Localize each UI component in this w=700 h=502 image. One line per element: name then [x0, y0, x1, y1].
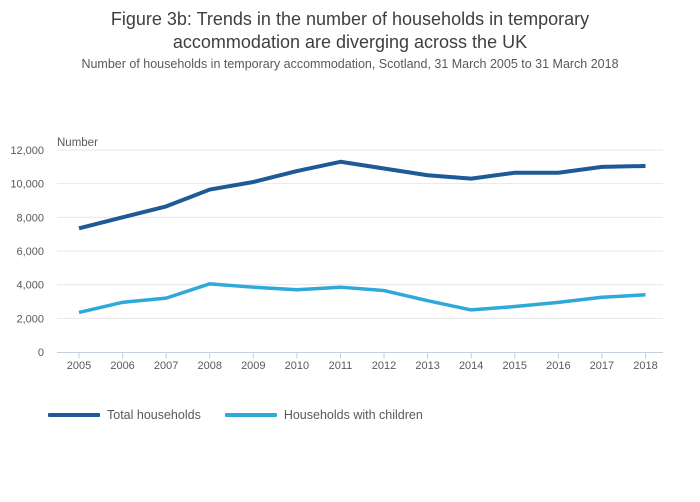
- legend-label-total-households: Total households: [107, 408, 201, 422]
- chart-title: Figure 3b: Trends in the number of house…: [110, 9, 590, 52]
- legend-item-total-households: Total households: [48, 408, 201, 422]
- x-tick-label: 2014: [459, 360, 483, 372]
- legend-item-households-with-children: Households with children: [224, 408, 423, 422]
- x-tick-label: 2017: [590, 360, 614, 372]
- x-tick-label: 2012: [372, 360, 396, 372]
- x-tick-label: 2010: [285, 360, 309, 372]
- x-tick-label: 2005: [67, 360, 91, 372]
- x-tick-label: 2007: [154, 360, 178, 372]
- y-tick-label: 10,000: [10, 179, 44, 191]
- series-line-0: [78, 159, 646, 231]
- y-tick-label: 0: [38, 347, 44, 359]
- chart-legend: Total households Households with childre…: [48, 408, 423, 422]
- y-tick-label: 6,000: [16, 246, 44, 258]
- chart-canvas: 0 2,000 4,000 6,000 8,000 10,000 12,000 2005 200…: [10, 137, 663, 372]
- legend-swatch-households-with-children: [224, 413, 277, 417]
- chart-subtitle: Number of households in temporary accomm…: [81, 57, 619, 71]
- x-tick-label: 2016: [546, 360, 570, 372]
- y-tick-label: 4,000: [16, 280, 44, 292]
- y-tick-label: 2,000: [16, 313, 44, 325]
- y-axis-unit-label: Number: [57, 137, 98, 149]
- x-tick-label: 2008: [197, 360, 221, 372]
- x-tick-label: 2015: [503, 360, 527, 372]
- x-tick-label: 2013: [415, 360, 439, 372]
- x-tick-label: 2006: [110, 360, 134, 372]
- legend-label-households-with-children: Households with children: [283, 408, 423, 422]
- series-line-1: [78, 282, 646, 315]
- legend-swatch-total-households: [48, 413, 100, 417]
- x-tick-label: 2011: [329, 360, 353, 372]
- x-tick-label: 2009: [241, 360, 265, 372]
- y-tick-label: 12,000: [10, 145, 44, 157]
- y-tick-label: 8,000: [16, 212, 44, 224]
- x-tick-label: 2018: [633, 360, 657, 372]
